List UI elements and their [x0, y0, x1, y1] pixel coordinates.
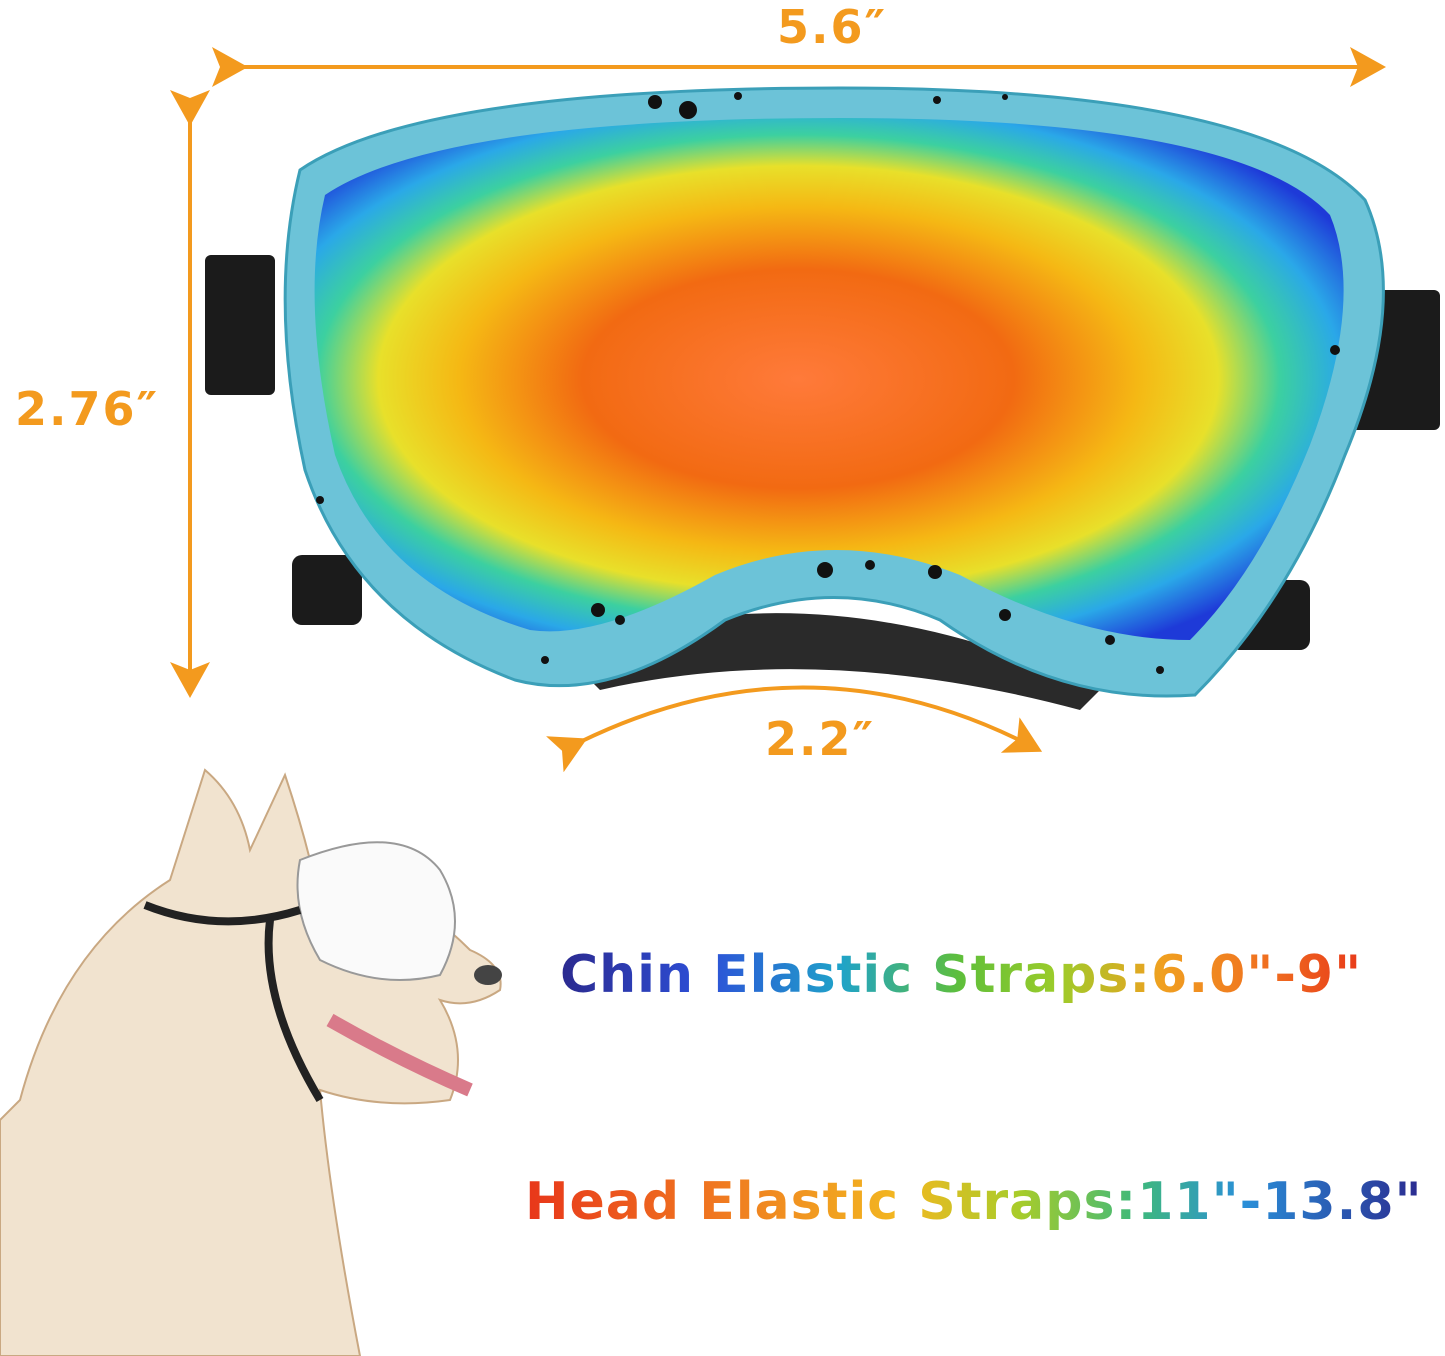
- nose-bridge-label: 2.2″: [765, 712, 876, 766]
- height-label: 2.76″: [15, 382, 160, 436]
- nose-bridge-arrow: [546, 685, 1043, 773]
- width-label: 5.6″: [777, 0, 888, 54]
- head-strap-length: Head Elastic Straps:11"-13.8": [525, 1172, 1423, 1232]
- frame-speckles: [316, 92, 1340, 674]
- goggle-lens: [314, 118, 1344, 640]
- dog-illustration: [0, 768, 502, 1356]
- chin-strap-length: Chin Elastic Straps:6.0"-9": [560, 945, 1363, 1005]
